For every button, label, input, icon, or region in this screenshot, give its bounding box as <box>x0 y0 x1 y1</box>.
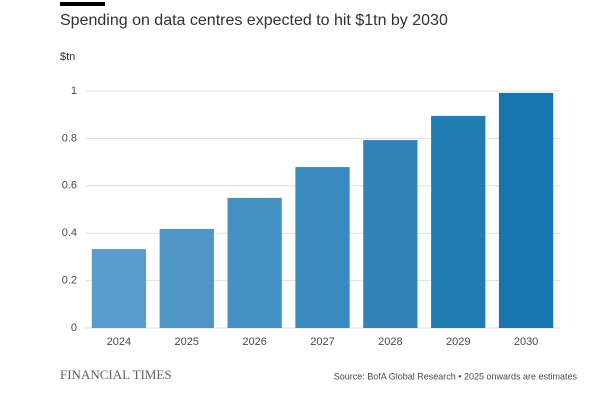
y-axis-label: $tn <box>60 51 75 63</box>
source: Source: BofA Global Research • 2025 onwa… <box>334 371 578 381</box>
bar <box>227 197 282 328</box>
bar <box>159 228 214 328</box>
x-tick-label: 2026 <box>242 336 266 348</box>
y-tick-label: 0.6 <box>62 180 77 192</box>
y-tick-label: 0.2 <box>62 275 77 287</box>
y-tick-label: 0.4 <box>62 227 77 239</box>
bar <box>498 92 554 329</box>
y-tick-label: 0 <box>71 322 77 334</box>
x-tick-label: 2024 <box>107 336 131 348</box>
bar <box>91 249 147 328</box>
x-tick-label: 2025 <box>175 336 199 348</box>
x-tick-label: 2030 <box>514 336 538 348</box>
publisher: FINANCIAL TIMES <box>60 367 172 382</box>
y-tick-label: 0.8 <box>62 132 77 144</box>
x-tick-label: 2028 <box>378 336 402 348</box>
y-tick-label: 1 <box>71 85 77 97</box>
x-tick-label: 2027 <box>310 336 334 348</box>
chart-title: Spending on data centres expected to hit… <box>60 12 448 29</box>
bar <box>295 167 350 328</box>
bar <box>431 115 486 328</box>
x-tick-label: 2029 <box>446 336 470 348</box>
accent-bar <box>60 2 105 6</box>
bar <box>363 140 418 328</box>
